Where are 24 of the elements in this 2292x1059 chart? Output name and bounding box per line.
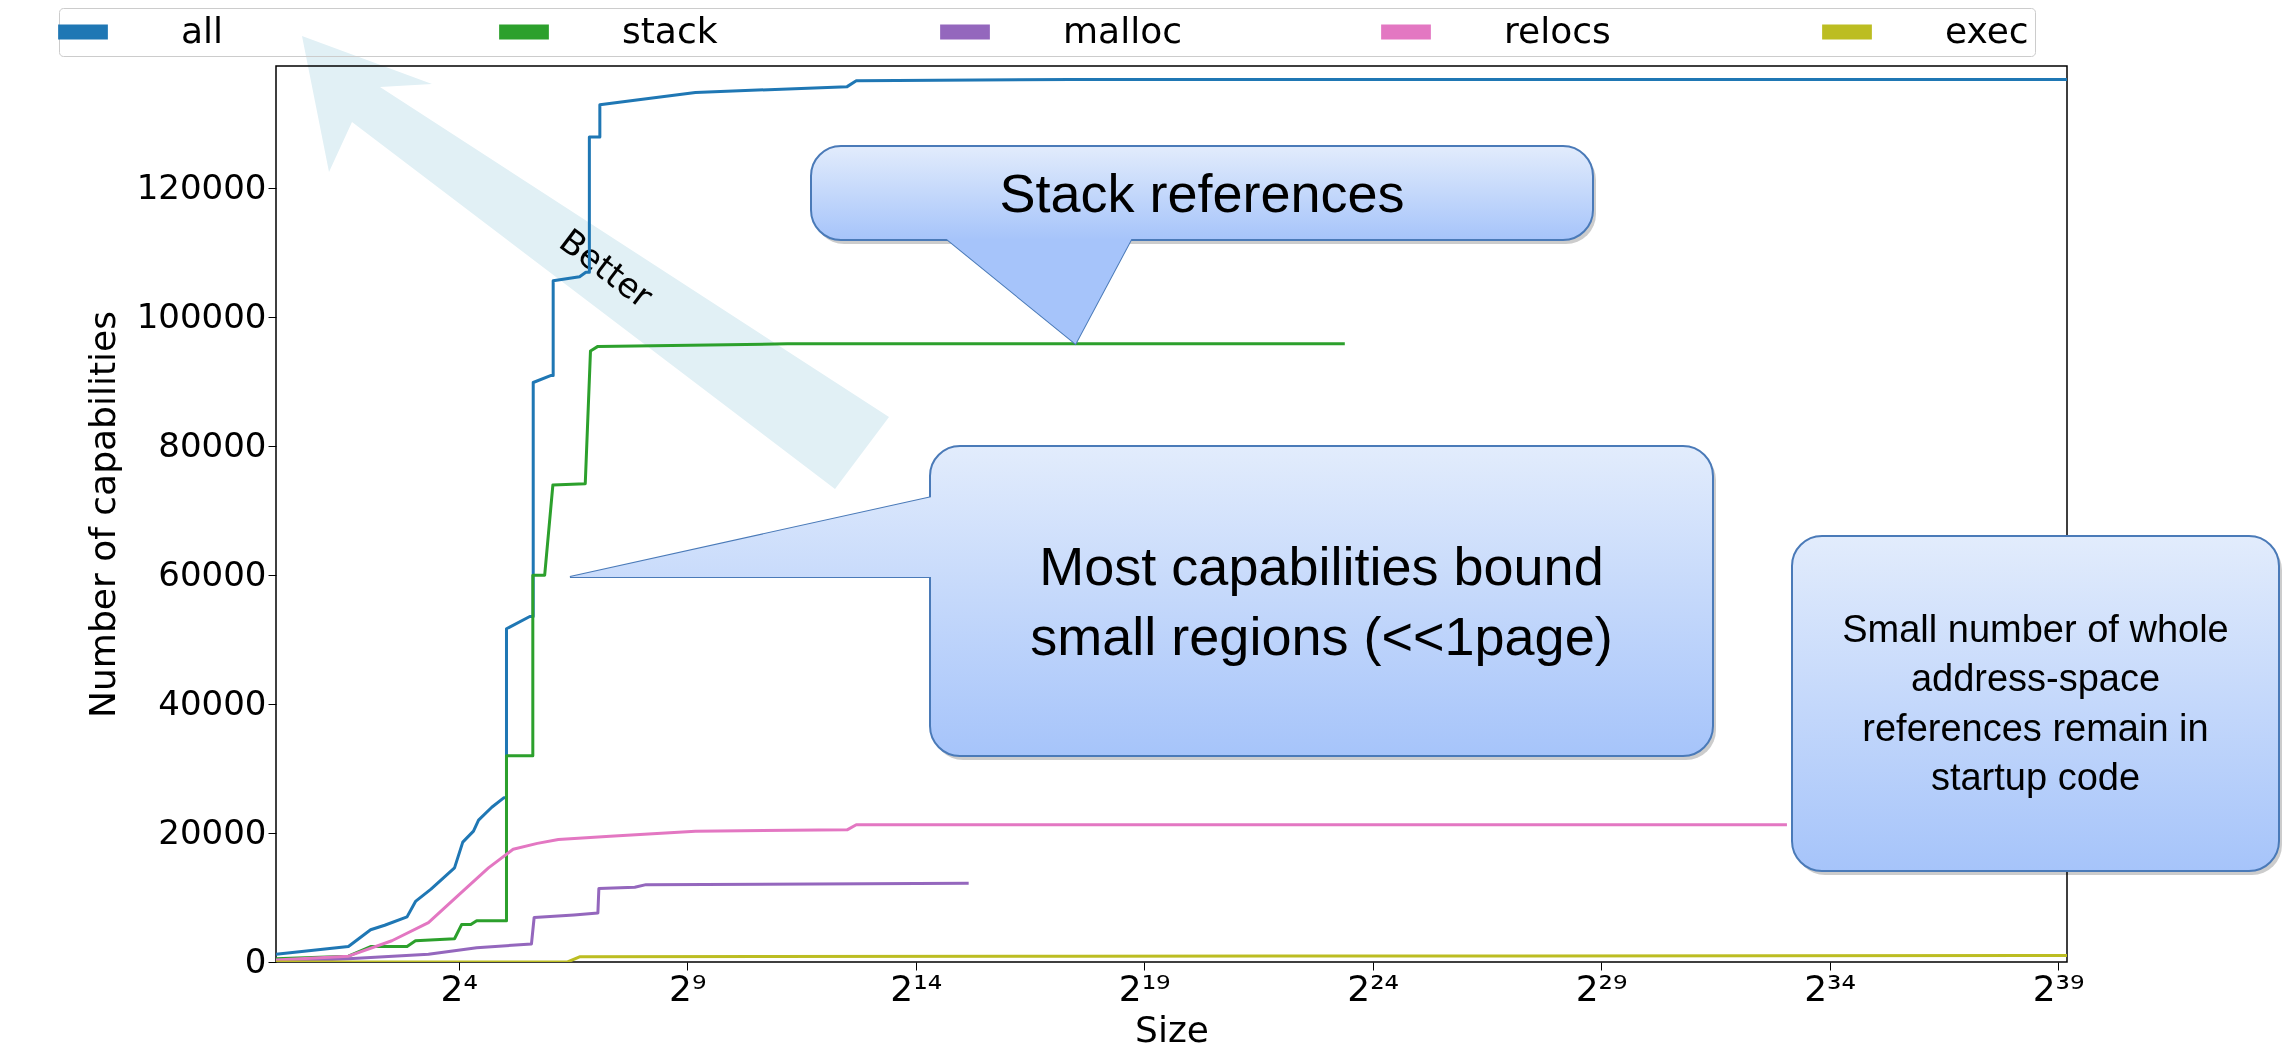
y-tick-label: 20000 [158,811,267,852]
legend-label: malloc [1063,10,1182,51]
x-tick-label: 2²⁹ [1575,967,1628,1009]
x-axis-title: Size [1135,1008,1209,1050]
x-tick-label: 2⁹ [669,967,707,1009]
y-tick-label: 0 [244,940,267,981]
legend-label: stack [622,10,718,51]
x-tick-label: 2⁴ [440,967,478,1009]
legend-label: exec [1945,10,2029,51]
x-tick-label: 2¹⁹ [1118,967,1171,1009]
y-tick-label: 120000 [136,166,267,207]
x-tick-label: 2²⁴ [1347,967,1400,1009]
legend-label: all [181,10,224,51]
x-tick-label: 2³⁴ [1804,967,1856,1009]
x-tick-label: 2¹⁴ [890,967,943,1009]
y-tick-label: 80000 [158,424,267,465]
y-tick-label: 100000 [136,295,267,336]
x-tick-label: 2³⁹ [2032,967,2085,1009]
y-tick-label: 40000 [158,682,267,723]
annotation: Most capabilities bound small regions (<<1page) [930,446,1713,756]
y-tick-label: 60000 [158,553,267,594]
legend-label: relocs [1504,10,1611,51]
annotation: Stack references [811,146,1593,240]
y-axis-title: Number of capabilities [81,311,123,718]
